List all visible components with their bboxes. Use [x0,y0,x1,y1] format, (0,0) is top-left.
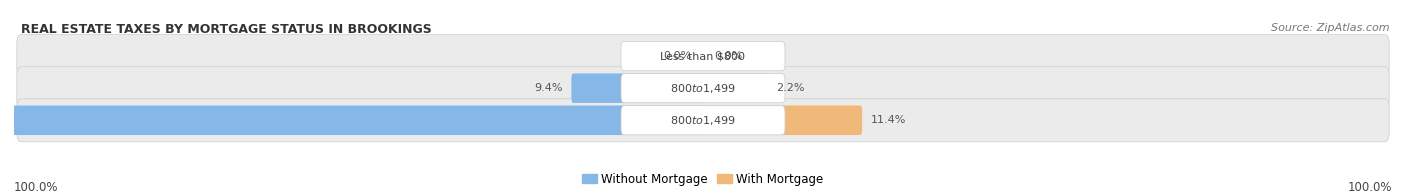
FancyBboxPatch shape [571,74,704,103]
Text: 0.0%: 0.0% [714,51,742,61]
FancyBboxPatch shape [621,106,785,135]
FancyBboxPatch shape [621,42,785,71]
Text: $800 to $1,499: $800 to $1,499 [671,82,735,95]
FancyBboxPatch shape [702,74,768,103]
Text: 11.4%: 11.4% [872,115,907,125]
FancyBboxPatch shape [17,67,1389,110]
Text: Source: ZipAtlas.com: Source: ZipAtlas.com [1271,23,1389,33]
Text: $800 to $1,499: $800 to $1,499 [671,114,735,127]
Legend: Without Mortgage, With Mortgage: Without Mortgage, With Mortgage [578,168,828,190]
Text: 0.0%: 0.0% [664,51,692,61]
Text: 100.0%: 100.0% [1347,181,1392,194]
FancyBboxPatch shape [702,105,862,135]
FancyBboxPatch shape [17,99,1389,142]
Text: 2.2%: 2.2% [776,83,804,93]
Text: 9.4%: 9.4% [534,83,562,93]
FancyBboxPatch shape [621,74,785,103]
Text: 100.0%: 100.0% [14,181,59,194]
Text: Less than $800: Less than $800 [661,51,745,61]
FancyBboxPatch shape [0,105,704,135]
Text: REAL ESTATE TAXES BY MORTGAGE STATUS IN BROOKINGS: REAL ESTATE TAXES BY MORTGAGE STATUS IN … [21,23,432,36]
FancyBboxPatch shape [17,35,1389,78]
